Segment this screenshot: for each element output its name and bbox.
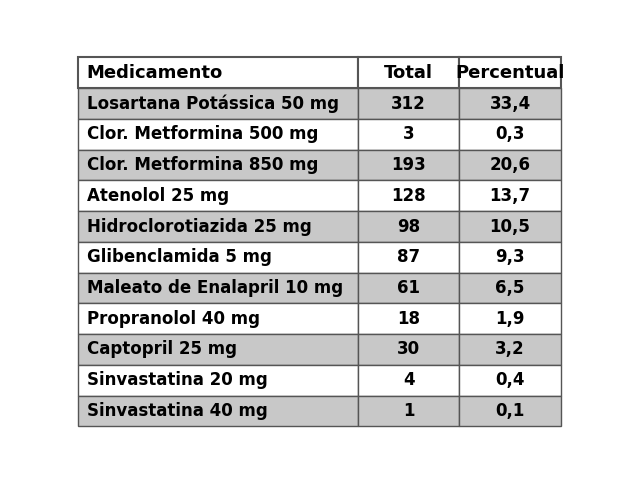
Text: 0,3: 0,3 bbox=[495, 125, 525, 143]
Bar bbox=[78, 57, 358, 88]
Bar bbox=[358, 396, 459, 426]
Text: 20,6: 20,6 bbox=[490, 156, 531, 174]
Bar bbox=[358, 365, 459, 396]
Bar bbox=[78, 211, 358, 242]
Bar bbox=[459, 242, 561, 273]
Text: 312: 312 bbox=[391, 94, 426, 113]
Text: 193: 193 bbox=[391, 156, 426, 174]
Bar bbox=[358, 150, 459, 181]
Text: Maleato de Enalapril 10 mg: Maleato de Enalapril 10 mg bbox=[87, 279, 343, 297]
Bar bbox=[358, 242, 459, 273]
Text: 87: 87 bbox=[397, 248, 420, 266]
Text: Glibenclamida 5 mg: Glibenclamida 5 mg bbox=[87, 248, 272, 266]
Text: 3,2: 3,2 bbox=[495, 341, 525, 358]
Text: Total: Total bbox=[384, 64, 433, 82]
Bar bbox=[459, 181, 561, 211]
Text: Atenolol 25 mg: Atenolol 25 mg bbox=[87, 187, 229, 205]
Bar bbox=[78, 150, 358, 181]
Text: 9,3: 9,3 bbox=[495, 248, 525, 266]
Text: Losartana Potássica 50 mg: Losartana Potássica 50 mg bbox=[87, 94, 338, 113]
Bar bbox=[78, 334, 358, 365]
Bar bbox=[78, 303, 358, 334]
Text: 13,7: 13,7 bbox=[490, 187, 531, 205]
Bar bbox=[78, 181, 358, 211]
Text: 10,5: 10,5 bbox=[490, 217, 530, 236]
Bar bbox=[459, 211, 561, 242]
Bar bbox=[358, 273, 459, 303]
Text: 6,5: 6,5 bbox=[495, 279, 525, 297]
Text: 128: 128 bbox=[391, 187, 426, 205]
Bar bbox=[78, 365, 358, 396]
Text: 61: 61 bbox=[397, 279, 420, 297]
Bar bbox=[459, 303, 561, 334]
Text: 0,1: 0,1 bbox=[495, 402, 525, 420]
Text: Medicamento: Medicamento bbox=[87, 64, 223, 82]
Text: 18: 18 bbox=[397, 310, 420, 328]
Bar bbox=[78, 396, 358, 426]
Text: 0,4: 0,4 bbox=[495, 371, 525, 389]
Bar bbox=[459, 334, 561, 365]
Text: Sinvastatina 40 mg: Sinvastatina 40 mg bbox=[87, 402, 267, 420]
Bar bbox=[358, 57, 459, 88]
Text: 3: 3 bbox=[403, 125, 414, 143]
Text: Clor. Metformina 500 mg: Clor. Metformina 500 mg bbox=[87, 125, 318, 143]
Bar bbox=[459, 88, 561, 119]
Bar bbox=[459, 273, 561, 303]
Bar bbox=[459, 150, 561, 181]
Bar bbox=[78, 119, 358, 150]
Bar bbox=[358, 334, 459, 365]
Bar bbox=[459, 57, 561, 88]
Bar bbox=[358, 211, 459, 242]
Bar bbox=[459, 365, 561, 396]
Bar bbox=[78, 88, 358, 119]
Bar bbox=[358, 119, 459, 150]
Bar bbox=[78, 242, 358, 273]
Text: 1: 1 bbox=[403, 402, 414, 420]
Bar bbox=[459, 396, 561, 426]
Bar bbox=[358, 88, 459, 119]
Text: 1,9: 1,9 bbox=[495, 310, 525, 328]
Text: 4: 4 bbox=[403, 371, 414, 389]
Text: 33,4: 33,4 bbox=[490, 94, 531, 113]
Text: Propranolol 40 mg: Propranolol 40 mg bbox=[87, 310, 260, 328]
Text: 30: 30 bbox=[397, 341, 420, 358]
Text: 98: 98 bbox=[397, 217, 420, 236]
Text: Sinvastatina 20 mg: Sinvastatina 20 mg bbox=[87, 371, 267, 389]
Text: Clor. Metformina 850 mg: Clor. Metformina 850 mg bbox=[87, 156, 318, 174]
Text: Captopril 25 mg: Captopril 25 mg bbox=[87, 341, 237, 358]
Bar bbox=[459, 119, 561, 150]
Bar bbox=[358, 181, 459, 211]
Text: Percentual: Percentual bbox=[455, 64, 564, 82]
Bar bbox=[78, 273, 358, 303]
Bar bbox=[358, 303, 459, 334]
Text: Hidroclorotiazida 25 mg: Hidroclorotiazida 25 mg bbox=[87, 217, 312, 236]
